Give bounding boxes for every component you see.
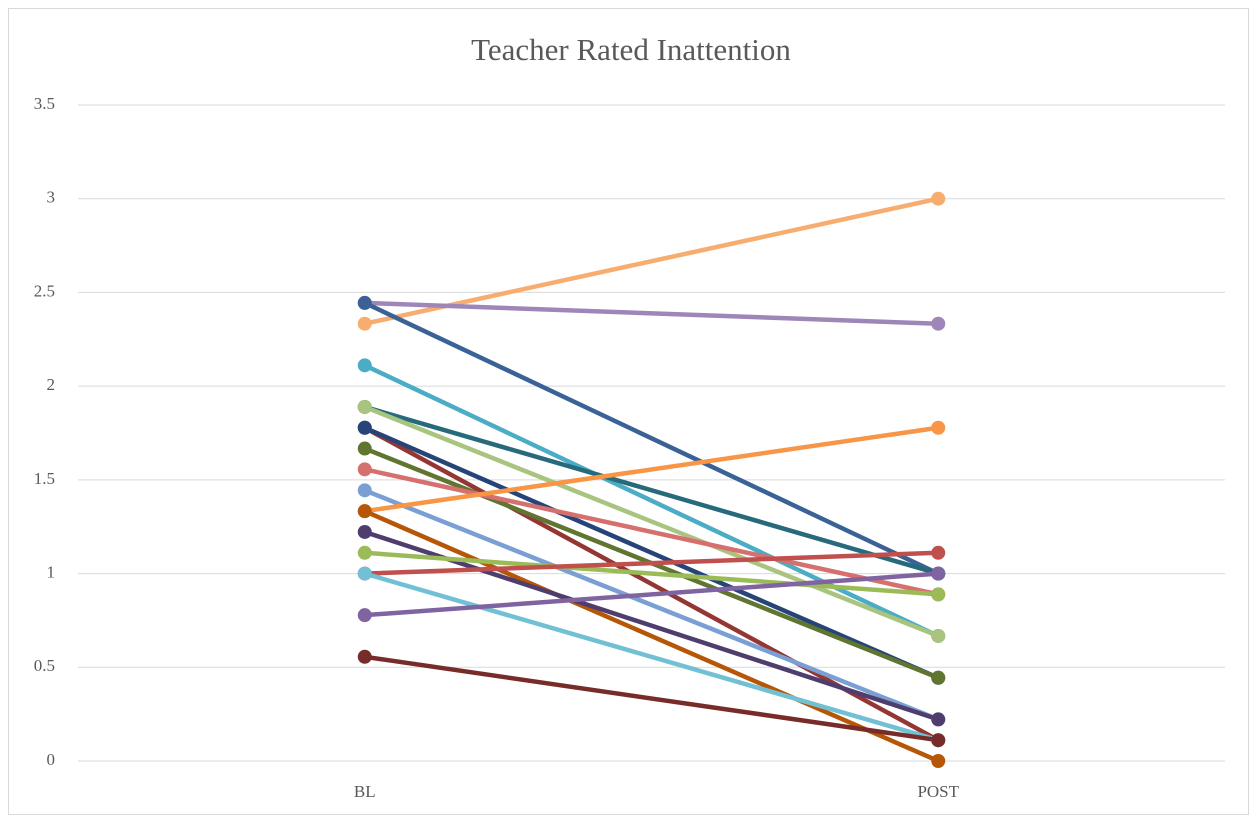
x-tick-label: POST [917,782,959,801]
series-line [362,300,941,326]
data-point [357,295,372,310]
data-point [931,754,946,768]
data-point [357,420,372,435]
y-tick-label: 1.5 [34,469,55,488]
x-tick-label: BL [354,782,376,801]
y-tick-label: 1 [47,562,56,581]
series-line [362,654,941,743]
data-point [357,608,372,623]
y-tick-label: 2 [47,375,56,394]
data-point [931,316,946,331]
chart-border [8,8,1249,815]
series-line [362,571,941,618]
data-point [357,399,372,414]
data-point [931,733,946,748]
data-point [357,441,372,456]
series-line [362,363,941,639]
y-tick-label: 0 [47,750,56,769]
data-point [357,462,372,477]
y-tick-label: 3 [47,188,56,207]
data-point [357,504,372,519]
series-line [362,571,941,743]
series-line [362,425,941,514]
series-line [362,488,941,722]
data-point [931,628,946,643]
series-line [362,404,941,639]
series-line [362,550,941,597]
data-point [357,545,372,560]
series-line [362,467,941,597]
chart-title: Teacher Rated Inattention [471,32,791,67]
series-line [362,196,941,326]
y-tick-label: 0.5 [34,656,55,675]
data-point [357,566,372,581]
data-point [357,316,372,331]
data-point [357,483,372,498]
series-line [362,300,941,576]
data-point [357,649,372,664]
data-point [931,566,946,581]
series-line [362,425,941,681]
data-point [357,358,372,373]
data-point [931,420,946,435]
series-line [362,550,941,576]
data-point [931,587,946,602]
data-point [931,191,946,206]
series-line [362,529,941,722]
data-point [931,712,946,727]
series-line [362,404,941,576]
data-point [357,524,372,539]
data-point [931,545,946,560]
series-line [362,508,941,764]
y-tick-label: 3.5 [34,94,55,113]
data-point [931,670,946,685]
y-tick-label: 2.5 [34,281,55,300]
